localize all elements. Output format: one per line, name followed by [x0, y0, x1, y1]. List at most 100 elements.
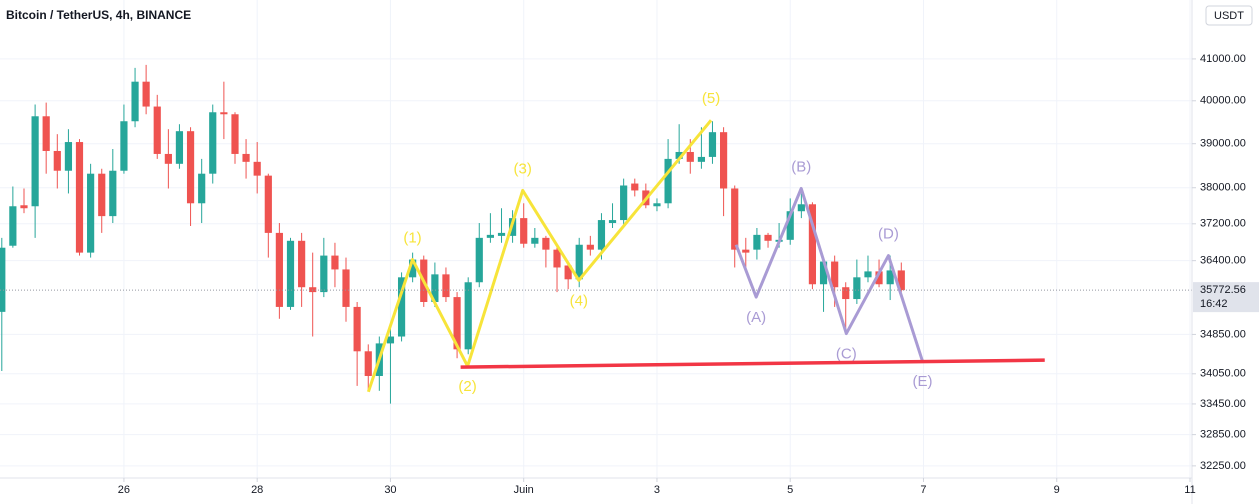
candle-body: [620, 185, 628, 221]
x-tick-label: Juin: [514, 484, 534, 496]
candle-body: [808, 204, 817, 285]
candle-body: [298, 240, 306, 288]
wave-label: (A): [746, 309, 766, 326]
candle-body: [464, 282, 472, 350]
candle-body: [264, 175, 272, 233]
candle-body: [109, 170, 117, 217]
candle-body: [831, 261, 839, 288]
candle-body: [98, 173, 106, 217]
support-line: [460, 358, 1045, 369]
y-tick-label: 37200.00: [1200, 218, 1246, 230]
candle-body: [586, 244, 594, 250]
candle-body: [542, 237, 550, 250]
candle-body: [497, 232, 506, 236]
wave-label: (3): [514, 160, 532, 177]
y-tick-label: 34850.00: [1200, 328, 1246, 340]
y-tick-label: 40000.00: [1200, 95, 1246, 107]
candle-body: [520, 218, 528, 244]
candle-body: [64, 142, 73, 171]
candle-body: [653, 203, 661, 207]
currency-badge[interactable]: [1205, 5, 1253, 26]
wave-label: (C): [836, 346, 857, 363]
candle-body: [764, 234, 772, 241]
candle-body: [220, 112, 228, 115]
candle-body: [31, 116, 39, 207]
x-tick-label: 3: [654, 484, 660, 496]
candle-body: [675, 151, 683, 159]
candle-body: [442, 274, 450, 298]
countdown-label: 16:42: [1200, 298, 1228, 310]
candle-body: [75, 142, 84, 253]
y-tick-label: 33450.00: [1200, 398, 1246, 410]
candle-body: [742, 249, 750, 253]
candle-body: [575, 244, 583, 280]
x-tick-label: 11: [1184, 484, 1195, 496]
candle-body: [875, 271, 883, 285]
candle-body: [231, 114, 239, 154]
candle-body: [42, 116, 50, 151]
candle-body: [209, 112, 217, 174]
wave-line: [366, 119, 713, 393]
wave-label: (B): [791, 158, 811, 175]
chart-title: Bitcoin / TetherUS, 4h, BINANCE: [6, 8, 191, 22]
candle-body: [786, 211, 794, 240]
axes: 41000.00 40000.00 39000.00 38000.00 37200.00…: [118, 53, 1259, 496]
x-tick-label: 9: [1054, 484, 1060, 496]
candle-body: [697, 156, 706, 162]
candle-body: [397, 277, 406, 337]
candle-body: [842, 287, 850, 300]
y-tick-label: 32850.00: [1200, 429, 1246, 441]
candle-body: [275, 232, 283, 307]
wave-line: [734, 186, 924, 362]
candle-body: [9, 206, 17, 246]
y-tick-label: 41000.00: [1200, 53, 1246, 65]
candle-body: [286, 240, 295, 307]
x-tick-label: 5: [787, 484, 793, 496]
candle-body: [364, 351, 372, 376]
candle-body: [631, 183, 639, 191]
candle-body: [564, 265, 572, 280]
candle-body: [720, 132, 728, 189]
plot-area: [0, 64, 905, 404]
candle-body: [175, 131, 184, 164]
candle-body: [608, 220, 617, 224]
candle-body: [686, 151, 694, 162]
x-tick-label: 26: [118, 484, 130, 496]
candle-body: [486, 234, 494, 238]
candle-body: [164, 153, 172, 164]
candle-body: [142, 81, 150, 107]
candle-body: [186, 131, 195, 204]
last-price-box: [1193, 282, 1259, 313]
x-tick-label: 28: [251, 484, 263, 496]
y-tick-label: 36400.00: [1200, 255, 1246, 267]
candle-body: [386, 336, 395, 344]
candle-body: [53, 150, 61, 171]
currency-label: USDT: [1214, 10, 1244, 22]
candle-body: [597, 220, 606, 250]
candle-body: [531, 237, 539, 244]
y-tick-label: 39000.00: [1200, 138, 1246, 150]
candle-body: [253, 161, 261, 176]
candle-body: [897, 270, 905, 291]
candle-body: [853, 277, 861, 300]
candle-body: [431, 274, 439, 303]
candle-body: [153, 106, 161, 154]
last-price-label: 35772.56: [1200, 284, 1246, 296]
candle-body: [342, 269, 350, 307]
wave-label: (4): [570, 292, 588, 309]
candle-body: [753, 234, 761, 250]
candle-body: [797, 204, 805, 212]
candle-body: [353, 306, 361, 352]
candle-body: [131, 81, 139, 122]
candle-body: [87, 173, 95, 253]
candle-body: [331, 255, 339, 270]
candle-body: [20, 205, 28, 209]
candle-body: [453, 297, 461, 350]
candle-body: [120, 121, 128, 171]
candle-body: [320, 255, 328, 293]
candle-body: [819, 261, 828, 285]
wave-label: (D): [878, 226, 899, 243]
x-tick-label: 30: [384, 484, 396, 496]
annotations: (1) (2) (3) (4) (5) (A) (B) (C) (D) (E): [0, 90, 1192, 395]
